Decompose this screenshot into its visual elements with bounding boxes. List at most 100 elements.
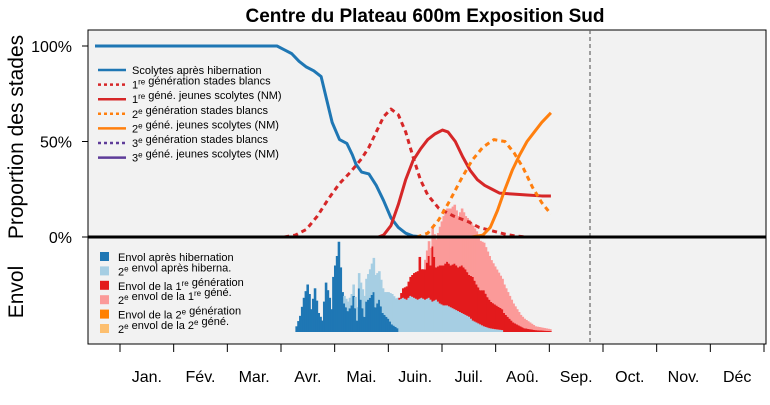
flight-bar-env_hib <box>297 321 300 332</box>
flight-bar-env_hib2 <box>385 292 389 317</box>
flight-bar-env_hib <box>302 297 306 332</box>
flight-bar-env_hib2 <box>370 263 374 295</box>
flight-bar-env_hib <box>337 241 341 332</box>
flight-bar-env_g1 <box>460 265 464 313</box>
flight-bar-env_g1_2 <box>446 208 449 262</box>
flight-bar-env_hib2 <box>455 310 458 332</box>
y-axis-label-top: Proportion des stades <box>5 35 28 239</box>
flight-bar-env_g1 <box>530 329 534 332</box>
flight-bar-env_hib2 <box>468 316 471 332</box>
flight-bar-env_g1_2 <box>479 240 482 291</box>
flight-bar-env_hib2 <box>348 297 352 309</box>
flight-bar-env_hib2 <box>390 294 394 325</box>
flight-bar-env_g1_2 <box>506 292 510 317</box>
flight-bar-env_g1_2 <box>545 328 548 331</box>
flight-bar-env_g1_2 <box>510 299 514 321</box>
legend-label: 1re génération stades blancs <box>132 76 271 92</box>
flight-bar-env_hib <box>335 256 339 332</box>
flight-bar-env_g1 <box>547 330 550 332</box>
flight-bar-env_g1 <box>543 330 547 332</box>
flight-bar-env_hib <box>330 309 333 332</box>
flight-bar-env_g1_2 <box>462 212 466 268</box>
flight-bar-env_g1_2 <box>458 212 462 267</box>
flight-bar-env_hib2 <box>425 298 429 332</box>
flight-bar-env_g1 <box>462 267 466 314</box>
flight-bar-env_g1_2 <box>471 225 475 277</box>
flight-bar-env_g1 <box>525 328 528 332</box>
flight-bar-env_g1 <box>481 290 484 326</box>
flight-bar-env_g1_2 <box>514 306 517 324</box>
flight-bar-env_hib2 <box>403 298 407 332</box>
flight-bar-env_hib2 <box>493 329 497 332</box>
flight-bar-env_hib2 <box>429 299 433 332</box>
flight-bar-env_hib2 <box>444 305 447 332</box>
flight-bar-env_hib2 <box>346 301 350 312</box>
flight-bar-env_hib <box>311 298 315 332</box>
flight-bar-env_g1 <box>539 330 543 332</box>
flight-bar-env_hib <box>300 306 304 332</box>
flight-bar-env_hib2 <box>433 300 436 332</box>
flight-bar-env_hib2 <box>431 301 434 332</box>
flight-bar-env_g1_2 <box>492 263 495 304</box>
flight-bar-env_hib <box>396 328 400 332</box>
flight-bar-env_g1_2 <box>477 236 480 288</box>
month-label: Déc <box>723 369 751 386</box>
flight-bar-env_hib2 <box>372 257 376 293</box>
flight-bar-env_hib <box>308 294 311 332</box>
flight-bar-env_g1_2 <box>484 247 488 294</box>
flight-bar-env_g1_2 <box>530 323 534 330</box>
flight-bar-env_g1_2 <box>497 272 501 307</box>
flight-bar-env_hib <box>343 303 346 332</box>
legend-label: 1re géné. jeunes scolytes (NM) <box>132 90 282 106</box>
month-label: Aoû. <box>506 369 539 386</box>
flight-bar-env_g1_2 <box>466 218 469 273</box>
flight-bar-env_hib <box>295 326 298 332</box>
flight-bar-env_g1 <box>477 287 480 324</box>
flight-bar-env_g1 <box>407 281 411 298</box>
flight-bar-env_g1 <box>411 275 414 297</box>
y-tick-label: 100% <box>31 39 72 56</box>
flight-bar-env_g1 <box>466 272 469 316</box>
flight-bar-env_g1_2 <box>543 328 547 331</box>
flight-bar-env_g1 <box>482 290 486 327</box>
flight-bar-env_hib2 <box>460 313 464 332</box>
flight-bar-env_hib2 <box>470 318 473 332</box>
flight-bar-env_hib2 <box>501 330 504 332</box>
flight-bar-env_g1 <box>479 290 482 325</box>
flight-bar-env_hib <box>322 301 326 332</box>
flight-bar-env_g1_2 <box>541 327 545 331</box>
flight-bar-env_hib <box>350 305 354 332</box>
flight-bar-env_hib2 <box>407 297 411 332</box>
flight-bar-env_g1_2 <box>440 221 444 266</box>
flight-bar-env_hib <box>363 316 366 332</box>
flight-bar-env_hib <box>304 291 308 332</box>
flight-bar-env_hib <box>317 313 321 332</box>
flight-bar-env_g1 <box>504 314 508 332</box>
flight-bar-env_g1 <box>420 269 423 298</box>
flight-bar-env_hib2 <box>354 296 357 309</box>
flight-bar-env_hib2 <box>481 325 484 332</box>
curve-g1_blanc <box>284 107 528 239</box>
flight-bar-env_g1 <box>451 264 455 309</box>
flight-bar-env_g1_2 <box>464 216 468 270</box>
legend-label: 2e envol de la 1re géné. <box>118 287 232 307</box>
flight-bar-env_hib <box>370 294 374 332</box>
flight-bar-env_g1 <box>541 330 545 332</box>
flight-bar-env_g1 <box>510 320 514 332</box>
flight-bar-env_hib <box>306 284 309 332</box>
flight-bar-env_hib2 <box>440 304 444 332</box>
flight-bar-env_hib2 <box>435 299 438 332</box>
flight-bar-env_g1 <box>490 301 493 329</box>
flight-bar-env_hib2 <box>438 303 442 332</box>
flight-bar-env_hib2 <box>400 298 403 332</box>
flight-bar-env_g1_2 <box>468 219 471 275</box>
month-label: Mar. <box>239 369 270 386</box>
flight-bar-env_g1_2 <box>547 328 550 331</box>
flight-bar-env_hib2 <box>383 292 387 315</box>
flight-bar-env_hib2 <box>381 288 385 313</box>
flight-bar-env_hib <box>326 290 330 332</box>
flight-bar-env_g1_2 <box>436 233 440 267</box>
month-label: Mai. <box>346 369 376 386</box>
flight-bar-env_hib <box>299 315 302 332</box>
